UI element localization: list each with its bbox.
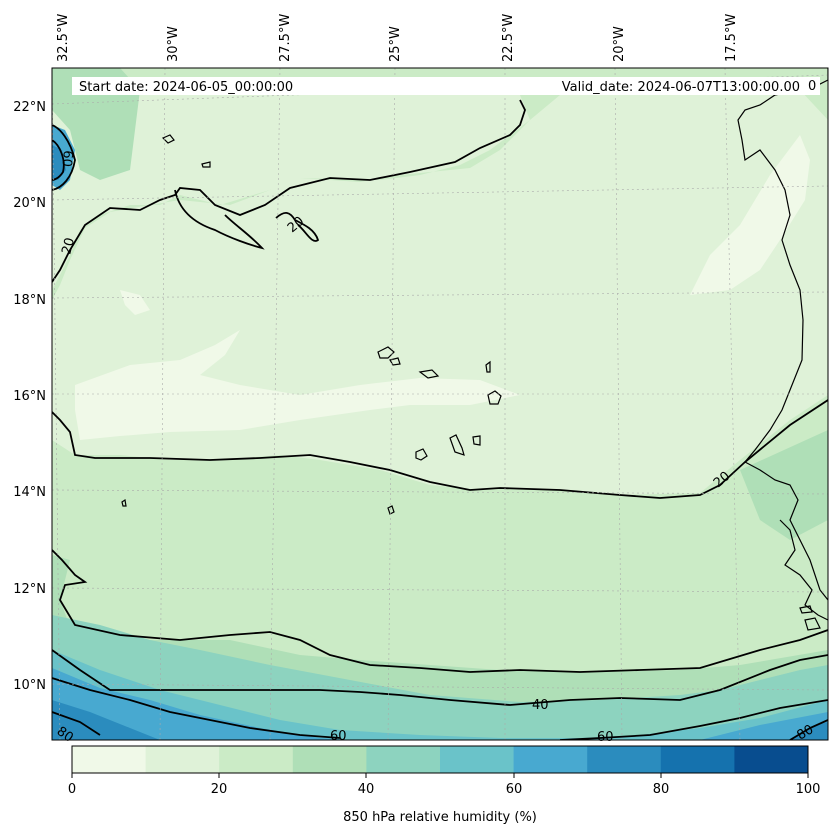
map-frame [51,67,829,741]
contour-60-east [559,699,828,740]
top-tick-label: 32.5°W [56,14,71,62]
colorbar-ticks: 0 20 40 60 80 100 [68,773,821,797]
gridlines [52,68,828,740]
colorbar-cell [734,746,809,773]
left-axis-ticks: 22°N 20°N 18°N 16°N 14°N 12°N 10°N [13,100,46,693]
island-3 [121,498,127,507]
island-cv-4 [485,360,491,373]
contour-labels: 20 20 20 0 40 60 60 80 80 60 [54,79,817,746]
contour-40 [52,649,828,706]
coast-west-african-islands [779,519,828,621]
colorbar-cell [145,746,220,773]
coastlines [121,68,828,631]
colorbar-cell [72,746,147,773]
colorbar-cells [72,746,809,773]
left-tick-label: 22°N [13,100,46,115]
colorbar-cell [513,746,588,773]
colorbar-cell [440,746,515,773]
colorbar-tick-label: 60 [506,782,523,797]
map-panel [52,68,828,740]
contour-label: 40 [532,698,549,713]
contour-label: 60 [59,150,75,168]
colorbar-frame [71,745,809,774]
island-east-1 [799,605,813,614]
colorbar-tick-label: 40 [358,782,375,797]
colorbar-tick-label: 80 [653,782,670,797]
contour-60-northwest [52,124,76,191]
island-cv-1 [377,346,395,359]
island-cv-3 [418,369,440,379]
island-cv-8 [415,448,428,461]
colorbar-cell [219,746,294,773]
island-cv-9 [387,505,395,515]
contour-20-south [52,399,828,499]
top-tick-label: 17.5°W [724,14,739,62]
colorbar-cell [366,746,441,773]
contour-label: 60 [330,729,347,744]
start-date-label: Start date: 2024-06-05_00:00:00 [79,80,293,95]
humidity-band-40-50 [52,615,828,740]
contour-20-inner [174,189,265,250]
island-2 [201,161,211,168]
colorbar-tick-label: 20 [211,782,228,797]
left-tick-label: 16°N [13,389,46,404]
island-cv-5 [487,390,502,405]
colorbar-cell [660,746,735,773]
contour-label: 80 [795,722,817,743]
left-tick-label: 10°N [13,678,46,693]
top-tick-label: 27.5°W [278,14,293,62]
left-tick-label: 20°N [13,196,46,211]
humidity-band-0-10 [75,135,810,440]
header-box [72,77,820,95]
contour-label: 20 [59,236,78,256]
humidity-band-50-60 [52,650,828,740]
top-axis-ticks: 32.5°W 30°W 27.5°W 25°W 22.5°W 20°W 17.5… [56,14,739,62]
colorbar-tick-label: 0 [68,782,76,797]
top-tick-label: 30°W [166,26,181,62]
contour-20-north [52,99,526,283]
africa-coast [737,68,828,601]
contour-20-southwest [52,549,828,673]
colorbar-tick-label: 100 [796,782,821,797]
island-cv-6 [449,434,465,456]
left-tick-label: 14°N [13,485,46,500]
valid-date-label: Valid_date: 2024-06-07T13:00:00.00 [562,80,800,95]
left-tick-label: 18°N [13,293,46,308]
colorbar-cell [587,746,662,773]
colorbar-cell [292,746,367,773]
island-east-2 [804,617,821,631]
top-tick-label: 25°W [388,26,403,62]
left-tick-label: 12°N [13,582,46,597]
top-tick-label: 20°W [612,26,627,62]
contour-label: 0 [808,79,816,94]
colorbar: 0 20 40 60 80 100 850 hPa relative humid… [68,745,821,825]
top-tick-label: 22.5°W [501,14,516,62]
island-1 [161,134,175,144]
contour-20-loop [275,212,320,242]
contour-label: 60 [597,730,614,745]
contour-80-west [52,711,101,736]
contour-60 [52,677,341,739]
island-cv-7 [472,435,481,446]
contour-lines [52,99,828,740]
contour-80-east [789,719,828,740]
colorbar-label: 850 hPa relative humidity (%) [343,810,537,825]
